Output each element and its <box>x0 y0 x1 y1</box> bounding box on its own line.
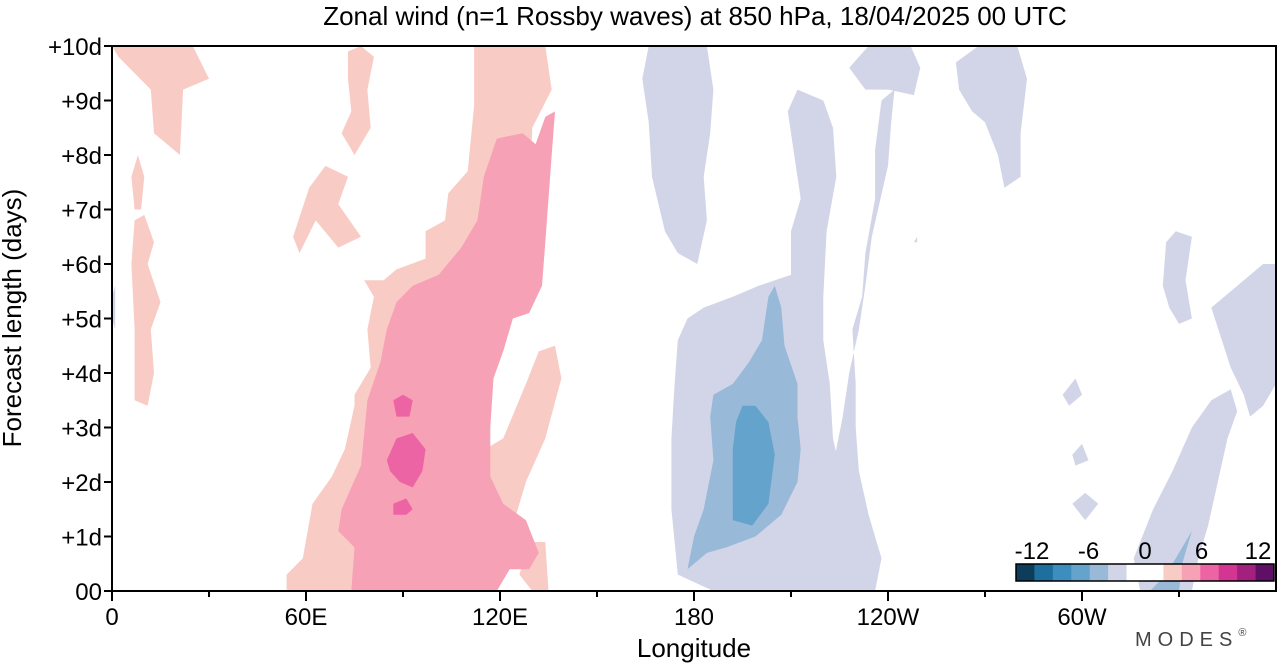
colorbar-swatch <box>1145 564 1164 581</box>
y-tick-label: +1d <box>61 525 102 552</box>
colorbar-swatch <box>1052 564 1072 581</box>
modes-logo: MODES® <box>1135 627 1246 651</box>
colorbar-swatch <box>1016 564 1035 581</box>
contour-region-negative-light-23 <box>1133 389 1238 591</box>
colorbar-label: 0 <box>1138 538 1151 565</box>
colorbar-label: -6 <box>1078 538 1099 565</box>
y-tick-label: +2d <box>61 470 102 497</box>
colorbar-swatch <box>1200 564 1220 581</box>
y-axis: 00 +1d +2d +3d +4d +5d +6d +7d +8d +9d +10d <box>48 34 112 606</box>
colorbar-swatch <box>1218 564 1238 581</box>
contour-field <box>112 46 1276 591</box>
contour-region-negative-light-12 <box>713 89 895 591</box>
contour-region-positive-light-3 <box>341 46 374 155</box>
brand-text: MODES <box>1135 629 1238 651</box>
y-tick-label: +5d <box>61 307 102 334</box>
brand-mark: ® <box>1238 627 1246 639</box>
colorbar-swatch <box>1089 564 1109 581</box>
contour-region-positive-strong-8 <box>393 394 413 417</box>
contour-region-positive-strong-9 <box>386 433 426 488</box>
contour-region-positive-light-2 <box>131 214 161 406</box>
contour-region-negative-strong-26 <box>732 405 775 526</box>
x-tick-label: 120W <box>857 604 920 631</box>
colorbar-swatch <box>1255 564 1275 581</box>
y-tick-label: +4d <box>61 361 102 388</box>
contour-region-negative-light-19 <box>1211 264 1276 417</box>
colorbar-swatch <box>1126 564 1146 581</box>
y-tick-label: +7d <box>61 198 102 225</box>
contour-region-negative-light-17 <box>913 236 918 243</box>
x-tick-label: 60E <box>285 604 328 631</box>
colorbar-swatch <box>1237 564 1256 581</box>
y-tick-label: +3d <box>61 416 102 443</box>
y-tick-label: +8d <box>61 143 102 170</box>
colorbar-label: 12 <box>1245 538 1272 565</box>
chart-title: Zonal wind (n=1 Rossby waves) at 850 hPa… <box>323 1 1067 31</box>
colorbar-legend: -12 -6 0 6 12 <box>1015 538 1275 582</box>
contour-region-positive-light-4 <box>293 165 361 254</box>
contour-region-positive-light-1 <box>131 155 145 210</box>
x-tick-label: 60W <box>1057 604 1107 631</box>
colorbar-label: -12 <box>1015 538 1050 565</box>
x-axis: 0 60E 120E 180 120W 60W <box>105 591 1180 631</box>
y-tick-label: 00 <box>75 579 102 606</box>
y-tick-label: +9d <box>61 89 102 116</box>
contour-region-negative-light-15 <box>849 46 921 96</box>
colorbar-swatch <box>1034 564 1054 581</box>
x-tick-label: 0 <box>105 604 118 631</box>
contour-region-positive-light-0 <box>112 46 209 155</box>
colorbar-swatch <box>1071 564 1091 581</box>
colorbar-frame <box>1015 563 1275 582</box>
contour-region-negative-light-18 <box>1162 231 1192 324</box>
colorbar-label: 6 <box>1195 538 1208 565</box>
contour-region-negative-light-20 <box>1062 378 1082 406</box>
contour-region-positive-strong-10 <box>393 498 413 515</box>
y-tick-label: +6d <box>61 252 102 279</box>
x-axis-label: Longitude <box>637 633 751 663</box>
contour-region-negative-light-21 <box>1072 443 1089 466</box>
colorbar-swatch <box>1163 564 1183 581</box>
contour-region-negative-light-22 <box>1072 492 1099 521</box>
x-tick-label: 180 <box>674 604 714 631</box>
colorbar-swatch <box>1108 564 1127 581</box>
contour-region-negative-light-16 <box>955 46 1027 188</box>
x-tick-label: 120E <box>472 604 528 631</box>
colorbar-swatch <box>1181 564 1201 581</box>
contour-region-negative-light-14 <box>642 46 714 264</box>
y-axis-label: Forecast length (days) <box>0 189 27 448</box>
y-tick-label: +10d <box>48 34 102 61</box>
